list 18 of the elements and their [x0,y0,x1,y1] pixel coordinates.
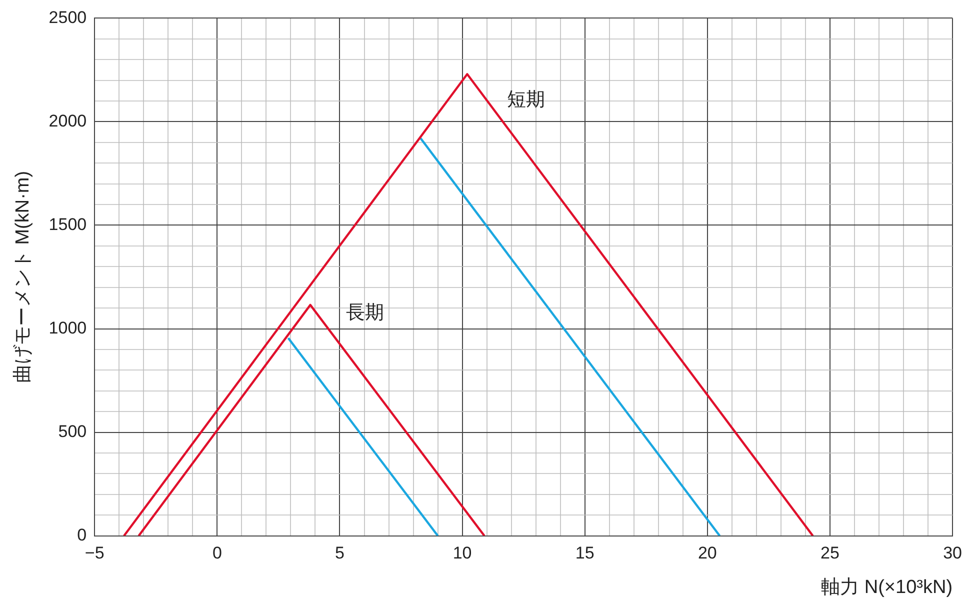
x-tick-label: 15 [575,544,594,563]
x-tick-label: 20 [698,544,717,563]
y-tick-label: 0 [77,525,87,544]
x-axis-title: 軸力 N(×10³kN) [821,576,953,598]
annotation: 短期 [507,90,546,111]
x-tick-label: 25 [820,544,840,563]
y-tick-label: 1000 [48,318,87,338]
x-tick-label: 5 [335,544,344,563]
y-tick-label: 2000 [48,111,87,130]
annotation: 長期 [346,302,384,324]
x-tick-label: 0 [212,544,222,563]
x-tick-label: 30 [943,544,962,563]
y-tick-label: 1500 [48,214,87,234]
x-tick-label: 10 [452,544,472,563]
x-tick-label: −5 [84,544,104,563]
y-tick-label: 500 [58,422,87,441]
y-axis-title: 曲げモーメント M(kN·m) [12,170,34,384]
y-tick-label: 2500 [48,8,87,27]
